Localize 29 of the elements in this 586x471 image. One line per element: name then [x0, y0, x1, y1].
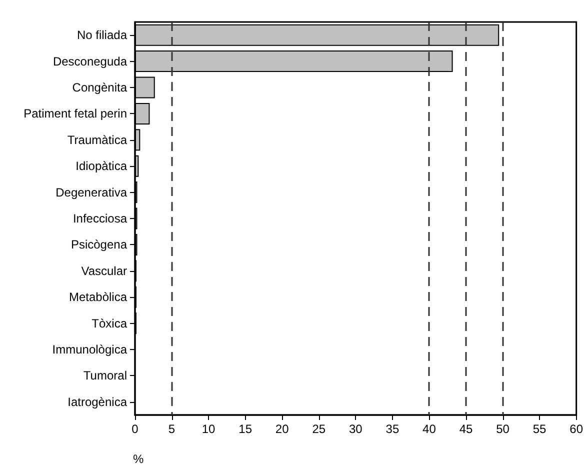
y-tick-label: Vascular	[81, 264, 128, 278]
x-tick-label: 25	[312, 422, 326, 436]
y-tick-label: Congènita	[72, 80, 128, 94]
x-tick-label: 55	[532, 422, 547, 436]
y-tick-label: Immunològica	[52, 342, 128, 356]
y-tick-label: No filiada	[76, 28, 128, 42]
y-tick-label: Iatrogènica	[68, 394, 128, 409]
y-tick-label: Patiment fetal perin	[24, 106, 127, 121]
x-tick-label: 45	[459, 422, 473, 436]
x-tick-label: 15	[238, 422, 252, 436]
x-axis-title: %	[133, 452, 144, 466]
x-tick-label: 35	[386, 422, 400, 436]
y-tick-label: Tòxica	[92, 316, 128, 330]
y-tick-label: Psicògena	[70, 238, 128, 252]
y-tick-label: Metabòlica	[68, 290, 128, 304]
y-tick-label: Traumàtica	[67, 132, 128, 147]
x-tick-label: 60	[570, 422, 584, 436]
x-tick-label: 50	[496, 422, 510, 436]
y-tick-label: Degenerativa	[56, 185, 128, 200]
x-tick-label: 0	[132, 422, 139, 436]
x-tick-label: 10	[202, 422, 216, 436]
x-tick-label: 20	[275, 422, 290, 436]
y-tick-label: Tumoral	[83, 368, 127, 383]
y-tick-label: Desconeguda	[52, 54, 128, 68]
y-tick-label: Infecciosa	[72, 212, 128, 226]
y-tick-label: Idiopàtica	[76, 159, 128, 174]
x-tick-label: 5	[168, 422, 176, 436]
x-tick-label: 40	[422, 422, 436, 436]
x-tick-label: 30	[348, 422, 363, 436]
